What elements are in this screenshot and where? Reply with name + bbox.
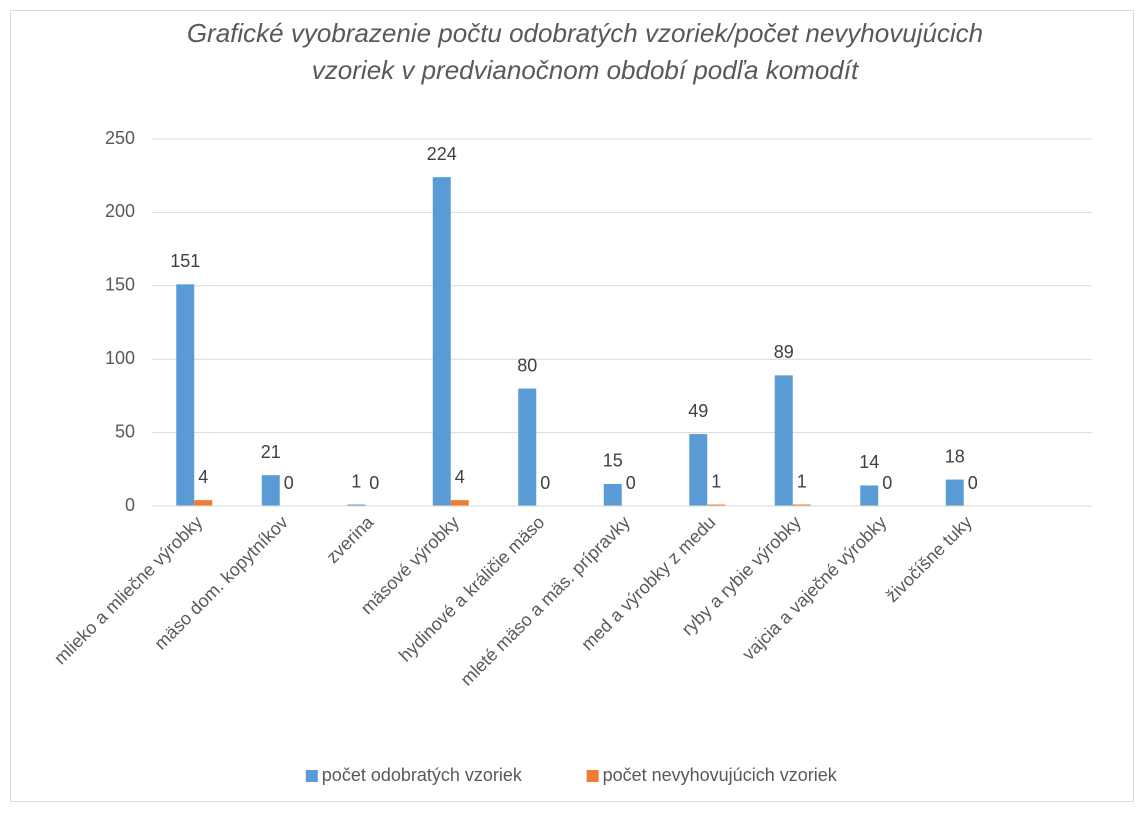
bar	[792, 504, 811, 506]
value-label: 18	[945, 446, 965, 466]
bar	[707, 504, 726, 506]
chart-title: vzoriek v predvianočnom období podľa kom…	[312, 55, 860, 85]
value-label: 14	[859, 452, 879, 472]
value-label: 0	[540, 473, 550, 493]
value-label: 80	[517, 355, 537, 375]
y-tick-label: 100	[105, 348, 135, 368]
bar	[518, 388, 537, 506]
y-tick-label: 50	[115, 421, 135, 441]
value-label: 21	[261, 442, 281, 462]
legend-label: počet nevyhovujúcich vzoriek	[603, 765, 838, 785]
value-label: 0	[968, 473, 978, 493]
value-label: 0	[882, 473, 892, 493]
bar	[603, 483, 622, 506]
value-label: 89	[774, 342, 794, 362]
value-label: 0	[369, 473, 379, 493]
value-label: 4	[455, 467, 465, 487]
bar	[689, 434, 708, 506]
bar	[176, 284, 195, 506]
value-label: 224	[427, 144, 457, 164]
bar	[261, 475, 280, 506]
value-label: 1	[797, 471, 807, 491]
value-label: 49	[688, 401, 708, 421]
bar	[774, 375, 793, 506]
value-label: 0	[284, 473, 294, 493]
chart-border	[10, 10, 1134, 802]
bar	[194, 500, 213, 506]
value-label: 0	[626, 473, 636, 493]
bar	[945, 479, 964, 506]
y-tick-label: 200	[105, 201, 135, 221]
y-tick-label: 0	[125, 495, 135, 515]
value-label: 4	[198, 467, 208, 487]
legend-swatch	[586, 770, 599, 782]
bar	[347, 504, 366, 506]
legend-swatch	[305, 770, 318, 782]
value-label: 1	[351, 471, 361, 491]
chart-title: Grafické vyobrazenie počtu odobratých vz…	[187, 18, 983, 48]
bar	[432, 177, 451, 506]
value-label: 1	[711, 471, 721, 491]
bar	[860, 485, 879, 506]
y-tick-label: 150	[105, 275, 135, 295]
value-label: 151	[170, 251, 200, 271]
y-tick-label: 250	[105, 128, 135, 148]
value-label: 15	[603, 451, 623, 471]
legend-label: počet odobratých vzoriek	[322, 765, 523, 785]
bar	[450, 500, 469, 506]
